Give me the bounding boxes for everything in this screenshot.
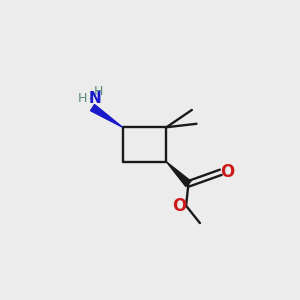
Text: H: H: [77, 92, 87, 105]
Text: N: N: [89, 91, 102, 106]
Text: O: O: [172, 197, 187, 215]
Text: -: -: [88, 92, 92, 105]
Polygon shape: [91, 104, 123, 127]
Polygon shape: [167, 162, 191, 187]
Text: O: O: [220, 163, 234, 181]
Text: H: H: [94, 85, 103, 98]
